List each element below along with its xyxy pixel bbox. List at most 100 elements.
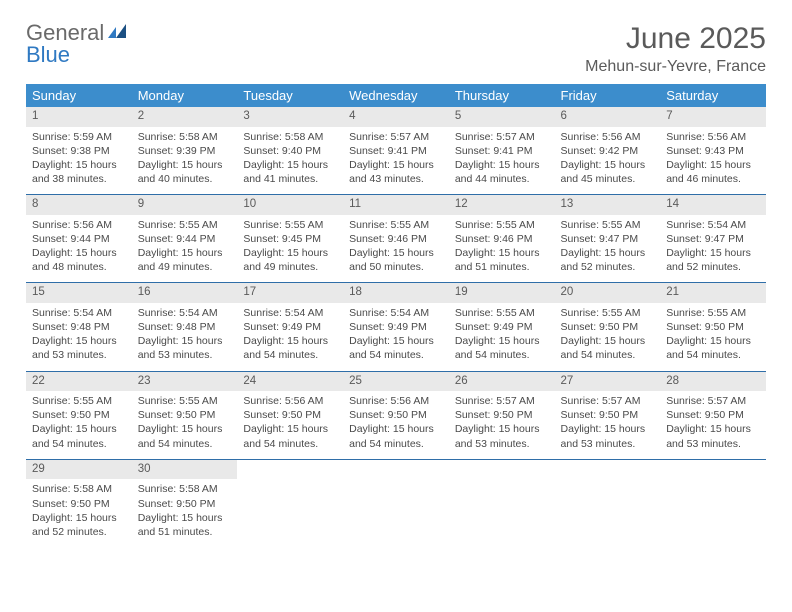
day-cell: Sunrise: 5:56 AMSunset: 9:43 PMDaylight:… [660, 127, 766, 195]
col-sunday: Sunday [26, 84, 132, 107]
sunset-line: Sunset: 9:50 PM [666, 408, 760, 422]
day-cell: Sunrise: 5:55 AMSunset: 9:50 PMDaylight:… [555, 303, 661, 371]
sunrise-line: Sunrise: 5:58 AM [243, 130, 337, 144]
sunrise-line: Sunrise: 5:55 AM [138, 218, 232, 232]
day-number: 2 [132, 107, 238, 127]
day-cell: Sunrise: 5:58 AMSunset: 9:39 PMDaylight:… [132, 127, 238, 195]
daylight-line: Daylight: 15 hours and 52 minutes. [32, 511, 126, 539]
sunrise-line: Sunrise: 5:54 AM [666, 218, 760, 232]
sunrise-line: Sunrise: 5:58 AM [138, 482, 232, 496]
sunrise-line: Sunrise: 5:55 AM [561, 218, 655, 232]
daylight-line: Daylight: 15 hours and 44 minutes. [455, 158, 549, 186]
day-number: 17 [237, 283, 343, 303]
day-number: 23 [132, 372, 238, 392]
day-number: 11 [343, 195, 449, 215]
day-number: 24 [237, 372, 343, 392]
day-cell: Sunrise: 5:56 AMSunset: 9:50 PMDaylight:… [343, 391, 449, 459]
sunset-line: Sunset: 9:50 PM [666, 320, 760, 334]
daylight-line: Daylight: 15 hours and 54 minutes. [455, 334, 549, 362]
day-cell: Sunrise: 5:55 AMSunset: 9:49 PMDaylight:… [449, 303, 555, 371]
daylight-line: Daylight: 15 hours and 53 minutes. [561, 422, 655, 450]
sunrise-line: Sunrise: 5:55 AM [455, 218, 549, 232]
day-number: 19 [449, 283, 555, 303]
logo-mark-icon [108, 20, 128, 45]
day-cell: Sunrise: 5:55 AMSunset: 9:46 PMDaylight:… [449, 215, 555, 283]
daylight-line: Daylight: 15 hours and 50 minutes. [349, 246, 443, 274]
sunset-line: Sunset: 9:50 PM [32, 497, 126, 511]
day-cell: Sunrise: 5:58 AMSunset: 9:50 PMDaylight:… [26, 479, 132, 547]
sunrise-line: Sunrise: 5:55 AM [455, 306, 549, 320]
day-number: 21 [660, 283, 766, 303]
day-cell: Sunrise: 5:55 AMSunset: 9:50 PMDaylight:… [660, 303, 766, 371]
sunset-line: Sunset: 9:50 PM [138, 497, 232, 511]
sunset-line: Sunset: 9:50 PM [138, 408, 232, 422]
day-cell: Sunrise: 5:56 AMSunset: 9:44 PMDaylight:… [26, 215, 132, 283]
day-cell: Sunrise: 5:54 AMSunset: 9:48 PMDaylight:… [132, 303, 238, 371]
day-number: 10 [237, 195, 343, 215]
daylight-line: Daylight: 15 hours and 53 minutes. [666, 422, 760, 450]
day-cell: Sunrise: 5:54 AMSunset: 9:49 PMDaylight:… [343, 303, 449, 371]
sunset-line: Sunset: 9:50 PM [561, 408, 655, 422]
sunrise-line: Sunrise: 5:54 AM [138, 306, 232, 320]
daylight-line: Daylight: 15 hours and 54 minutes. [666, 334, 760, 362]
day-cell: Sunrise: 5:55 AMSunset: 9:45 PMDaylight:… [237, 215, 343, 283]
day-body-row: Sunrise: 5:55 AMSunset: 9:50 PMDaylight:… [26, 391, 766, 459]
sunrise-line: Sunrise: 5:56 AM [32, 218, 126, 232]
day-cell: Sunrise: 5:57 AMSunset: 9:50 PMDaylight:… [555, 391, 661, 459]
sunrise-line: Sunrise: 5:57 AM [455, 130, 549, 144]
sunrise-line: Sunrise: 5:55 AM [561, 306, 655, 320]
daylight-line: Daylight: 15 hours and 49 minutes. [138, 246, 232, 274]
day-number: 22 [26, 372, 132, 392]
day-number: 1 [26, 107, 132, 127]
sunrise-line: Sunrise: 5:57 AM [561, 394, 655, 408]
sunset-line: Sunset: 9:49 PM [455, 320, 549, 334]
day-cell: Sunrise: 5:55 AMSunset: 9:50 PMDaylight:… [132, 391, 238, 459]
daynum-row: 1234567 [26, 107, 766, 127]
sunrise-line: Sunrise: 5:58 AM [32, 482, 126, 496]
day-cell: Sunrise: 5:56 AMSunset: 9:42 PMDaylight:… [555, 127, 661, 195]
daylight-line: Daylight: 15 hours and 51 minutes. [455, 246, 549, 274]
sunset-line: Sunset: 9:47 PM [561, 232, 655, 246]
sunrise-line: Sunrise: 5:56 AM [561, 130, 655, 144]
day-number: 7 [660, 107, 766, 127]
day-cell: Sunrise: 5:57 AMSunset: 9:41 PMDaylight:… [343, 127, 449, 195]
col-friday: Friday [555, 84, 661, 107]
day-cell: Sunrise: 5:57 AMSunset: 9:41 PMDaylight:… [449, 127, 555, 195]
daylight-line: Daylight: 15 hours and 54 minutes. [243, 334, 337, 362]
sunset-line: Sunset: 9:50 PM [455, 408, 549, 422]
sunset-line: Sunset: 9:47 PM [666, 232, 760, 246]
day-number: 25 [343, 372, 449, 392]
sunset-line: Sunset: 9:40 PM [243, 144, 337, 158]
daylight-line: Daylight: 15 hours and 54 minutes. [138, 422, 232, 450]
sunrise-line: Sunrise: 5:56 AM [243, 394, 337, 408]
day-number: 14 [660, 195, 766, 215]
sunrise-line: Sunrise: 5:58 AM [138, 130, 232, 144]
day-cell: Sunrise: 5:57 AMSunset: 9:50 PMDaylight:… [660, 391, 766, 459]
day-number: 18 [343, 283, 449, 303]
day-number: 8 [26, 195, 132, 215]
col-monday: Monday [132, 84, 238, 107]
sunset-line: Sunset: 9:46 PM [349, 232, 443, 246]
col-saturday: Saturday [660, 84, 766, 107]
daynum-row: 2930 [26, 460, 766, 480]
sunset-line: Sunset: 9:48 PM [138, 320, 232, 334]
day-number: 26 [449, 372, 555, 392]
day-cell: Sunrise: 5:55 AMSunset: 9:46 PMDaylight:… [343, 215, 449, 283]
day-number: 3 [237, 107, 343, 127]
sunrise-line: Sunrise: 5:55 AM [243, 218, 337, 232]
sunrise-line: Sunrise: 5:56 AM [349, 394, 443, 408]
sunset-line: Sunset: 9:42 PM [561, 144, 655, 158]
sunrise-line: Sunrise: 5:57 AM [349, 130, 443, 144]
brand-logo: General Blue [26, 22, 128, 66]
day-number: 28 [660, 372, 766, 392]
sunrise-line: Sunrise: 5:55 AM [138, 394, 232, 408]
day-body-row: Sunrise: 5:59 AMSunset: 9:38 PMDaylight:… [26, 127, 766, 195]
day-cell: Sunrise: 5:56 AMSunset: 9:50 PMDaylight:… [237, 391, 343, 459]
sunset-line: Sunset: 9:45 PM [243, 232, 337, 246]
day-number: 4 [343, 107, 449, 127]
col-tuesday: Tuesday [237, 84, 343, 107]
daylight-line: Daylight: 15 hours and 52 minutes. [561, 246, 655, 274]
day-cell: Sunrise: 5:59 AMSunset: 9:38 PMDaylight:… [26, 127, 132, 195]
sunset-line: Sunset: 9:48 PM [32, 320, 126, 334]
sunset-line: Sunset: 9:41 PM [349, 144, 443, 158]
